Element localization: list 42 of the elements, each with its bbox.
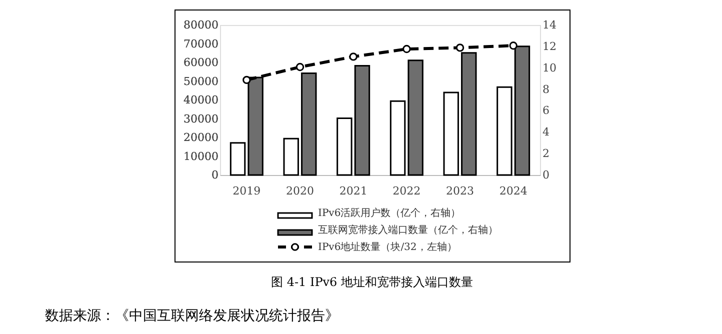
y2-tick-label: 0 [542, 168, 550, 182]
point [402, 44, 411, 54]
source-note: 数据来源：《中国互联网络发展状况统计报告》 [45, 308, 339, 324]
y-tick-label: 70000 [184, 37, 218, 50]
y-tick-label: 80000 [184, 18, 218, 32]
point [242, 76, 251, 84]
point [456, 44, 464, 52]
x-tick-label: 2019 [232, 184, 261, 198]
bar [230, 142, 246, 176]
y-tick-label: 20000 [184, 131, 218, 144]
x-tick-label: 2022 [392, 184, 421, 198]
y2-tick-label: 14 [542, 18, 556, 32]
y2-tick-label: 10 [542, 61, 556, 74]
y2-tick-label: 12 [542, 40, 556, 53]
legend-label: 互联网宽带接入端口数量（亿个，右轴） [318, 224, 498, 236]
point [509, 42, 518, 50]
point [296, 62, 304, 72]
y-tick-label: 40000 [184, 94, 218, 106]
text: 图 4-1 IPv6 地址和宽带接入端口数量 [271, 275, 473, 289]
y2-tick-label: 2 [542, 147, 550, 160]
x-tick-label: 2020 [286, 184, 314, 198]
bar [408, 60, 424, 176]
legend-label: IPv6地址数量（块/32，左轴） [318, 241, 457, 253]
x-tick-label: 2021 [339, 184, 368, 198]
bar [283, 138, 299, 176]
point [349, 52, 358, 61]
y-tick-label: 10000 [184, 150, 218, 163]
y-tick-label: 50000 [184, 74, 218, 88]
bar [443, 92, 459, 176]
bar [496, 86, 512, 176]
legend-label: IPv6活跃用户数（亿个，右轴） [318, 207, 461, 219]
y2-tick-label: 6 [542, 104, 550, 118]
bar [354, 64, 370, 176]
bar [390, 100, 406, 176]
y2-tick-label: 4 [542, 126, 550, 139]
y-tick-label: 0 [212, 168, 218, 182]
x-tick-label: 2023 [446, 184, 474, 198]
x-tick-label: 2024 [499, 184, 528, 198]
y-tick-label: 60000 [184, 56, 218, 69]
bar [336, 117, 352, 176]
y-tick-label: 30000 [184, 112, 218, 126]
y2-tick-label: 8 [542, 82, 550, 96]
